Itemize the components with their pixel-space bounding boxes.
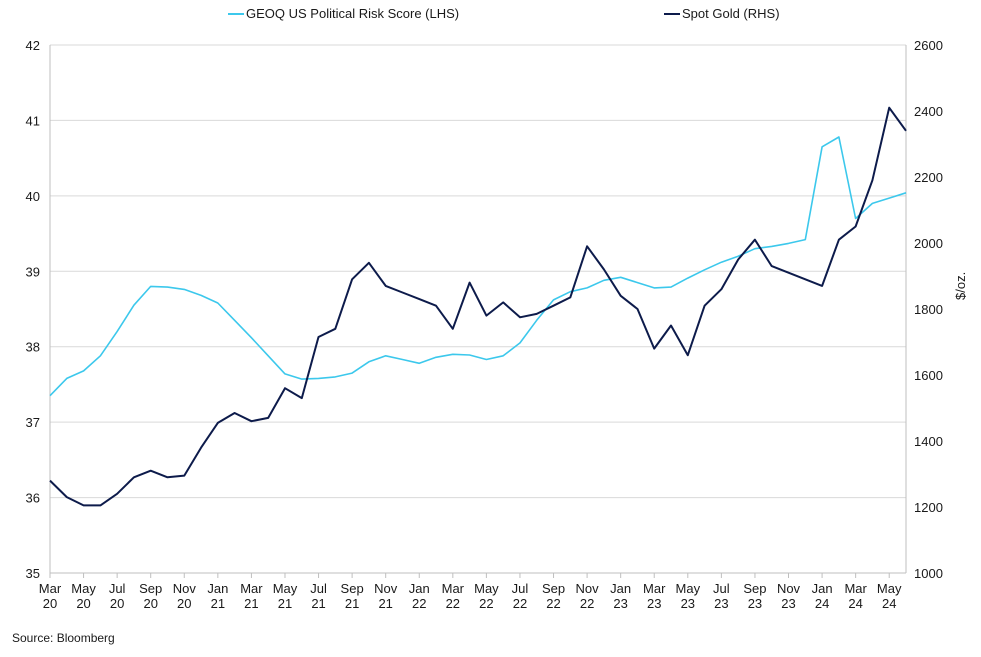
x-tick-label-month: Jul xyxy=(310,581,327,596)
x-tick-label-year: 21 xyxy=(345,596,359,611)
y-right-tick-label: 1200 xyxy=(914,500,943,515)
x-tick-label-month: May xyxy=(676,581,701,596)
x-tick-label-month: Nov xyxy=(374,581,398,596)
x-tick-label-year: 24 xyxy=(815,596,829,611)
y-right-tick-label: 2200 xyxy=(914,170,943,185)
x-tick-label-year: 20 xyxy=(177,596,191,611)
x-tick-label-year: 22 xyxy=(412,596,426,611)
y-left-tick-label: 38 xyxy=(26,340,40,355)
x-tick-label-year: 22 xyxy=(580,596,594,611)
x-tick-label-month: Jan xyxy=(409,581,430,596)
x-tick-label-month: Jul xyxy=(713,581,730,596)
x-tick-label-year: 23 xyxy=(714,596,728,611)
x-tick-label-month: Jan xyxy=(812,581,833,596)
y-right-tick-label: 1800 xyxy=(914,302,943,317)
x-tick-label-year: 20 xyxy=(110,596,124,611)
x-tick-label-month: May xyxy=(273,581,298,596)
series-line-spot-gold xyxy=(49,106,907,507)
series-line-political-risk xyxy=(49,136,907,397)
x-tick-label-month: Jan xyxy=(207,581,228,596)
x-tick-label-month: Nov xyxy=(777,581,801,596)
legend-label-political-risk: GEOQ US Political Risk Score (LHS) xyxy=(246,6,460,21)
x-tick-label-year: 23 xyxy=(613,596,627,611)
x-tick-label-month: Nov xyxy=(576,581,600,596)
x-tick-label-year: 23 xyxy=(647,596,661,611)
x-tick-label-month: May xyxy=(877,581,902,596)
y-left-tick-label: 37 xyxy=(26,415,40,430)
x-tick-label-month: Mar xyxy=(442,581,465,596)
x-tick-label-year: 24 xyxy=(848,596,862,611)
x-tick-label-year: 20 xyxy=(76,596,90,611)
y-right-tick-label: 2000 xyxy=(914,236,943,251)
x-tick-label-month: Mar xyxy=(39,581,62,596)
x-tick-label-year: 24 xyxy=(882,596,896,611)
x-tick-label-year: 21 xyxy=(211,596,225,611)
y-right-tick-label: 1600 xyxy=(914,368,943,383)
legend-swatch-political-risk xyxy=(228,12,244,15)
x-tick-label-year: 22 xyxy=(546,596,560,611)
y-left-tick-label: 40 xyxy=(26,189,40,204)
x-tick-label-year: 21 xyxy=(378,596,392,611)
x-tick-label-month: Mar xyxy=(643,581,666,596)
x-tick-label-year: 21 xyxy=(278,596,292,611)
y-left-tick-label: 41 xyxy=(26,113,40,128)
x-tick-label-year: 22 xyxy=(513,596,527,611)
legend-label-spot-gold: Spot Gold (RHS) xyxy=(682,6,780,21)
x-tick-label-year: 23 xyxy=(748,596,762,611)
x-tick-label-year: 23 xyxy=(681,596,695,611)
x-tick-label-year: 22 xyxy=(479,596,493,611)
x-tick-label-month: Mar xyxy=(844,581,867,596)
legend-item-political-risk: GEOQ US Political Risk Score (LHS) xyxy=(228,6,459,21)
y-left-tick-label: 39 xyxy=(26,264,40,279)
right-axis-label: $/oz. xyxy=(953,271,968,300)
x-tick-label-month: Mar xyxy=(240,581,263,596)
y-left-tick-label: 36 xyxy=(26,491,40,506)
x-tick-label-month: Sep xyxy=(542,581,565,596)
x-tick-label-month: Sep xyxy=(743,581,766,596)
x-tick-label-year: 21 xyxy=(311,596,325,611)
y-right-tick-label: 2400 xyxy=(914,104,943,119)
x-tick-label-year: 22 xyxy=(446,596,460,611)
y-right-tick-label: 1400 xyxy=(914,434,943,449)
y-left-tick-label: 35 xyxy=(26,566,40,581)
x-tick-label-year: 21 xyxy=(244,596,258,611)
legend-item-spot-gold: Spot Gold (RHS) xyxy=(664,6,780,21)
y-left-tick-label: 42 xyxy=(26,38,40,53)
x-tick-label-month: Jul xyxy=(512,581,529,596)
source-note: Source: Bloomberg xyxy=(12,631,115,645)
x-tick-label-year: 20 xyxy=(43,596,57,611)
y-right-tick-label: 1000 xyxy=(914,566,943,581)
x-tick-label-month: May xyxy=(71,581,96,596)
x-tick-label-month: Jul xyxy=(109,581,126,596)
x-tick-label-month: May xyxy=(474,581,499,596)
x-tick-label-month: Jan xyxy=(610,581,631,596)
x-tick-label-month: Nov xyxy=(173,581,197,596)
x-tick-label-year: 23 xyxy=(781,596,795,611)
x-tick-label-month: Sep xyxy=(139,581,162,596)
x-tick-label-month: Sep xyxy=(341,581,364,596)
legend-swatch-spot-gold xyxy=(664,12,680,15)
x-tick-label-year: 20 xyxy=(143,596,157,611)
y-right-tick-label: 2600 xyxy=(914,38,943,53)
